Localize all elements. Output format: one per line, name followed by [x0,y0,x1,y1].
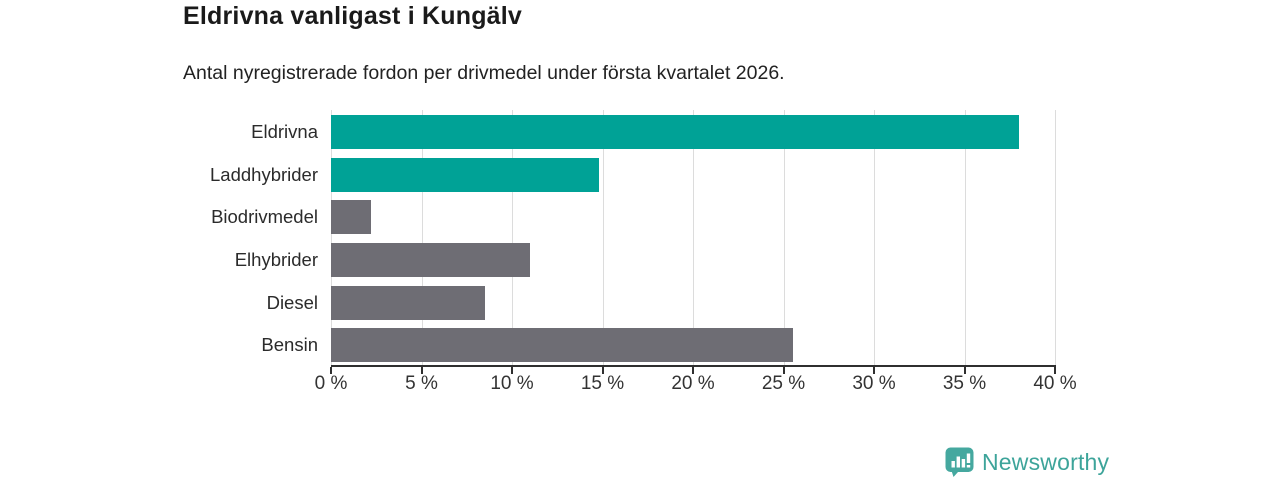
tick-label-35: 35 % [942,373,987,394]
bar-eldrivna [331,115,1019,149]
tick-label-0: 0 % [314,373,348,394]
bar-bensin [331,328,793,363]
chart-title: Eldrivna vanligast i Kungälv [183,2,523,30]
axis-tick-0 [330,367,332,374]
axis-tick-15 [601,367,604,374]
gridline-5 [421,110,423,366]
gridline-15 [602,110,604,366]
newsworthy-wordmark: Newsworthy [982,448,1110,475]
tick-label-15: 15 % [580,373,625,394]
bar-diesel [331,285,485,320]
bar-row: Elhybrider [235,239,1055,282]
gridline-35 [964,110,966,366]
gridline-25 [783,110,785,366]
x-axis-line [331,365,1056,367]
gridline-0 [331,110,332,366]
bar-biodrivmedel [331,200,371,235]
chart-subtitle: Antal nyregistrerade fordon per drivmede… [183,62,785,84]
axis-tick-35 [963,367,966,374]
bar-row: Diesel [267,282,1055,325]
bar-row: Laddhybrider [210,154,1055,197]
category-label: Diesel [266,291,318,313]
gridline-20 [693,110,694,366]
plot-area: Eldrivna Laddhybrider Biodrivmedel Elhybrid… [210,110,1056,367]
bar-row: Eldrivna [251,111,1055,154]
bar-row: Biodrivmedel [211,196,1055,239]
tick-label-20: 20 % [671,373,715,394]
tick-label-5: 5 % [405,373,438,394]
gridline-40 [1055,110,1056,366]
axis-tick-40 [1054,367,1056,374]
axis-tick-10 [511,367,513,374]
bar-elhybrider [331,243,531,277]
tick-label-40: 40 % [1033,373,1077,394]
category-label: Elhybrider [234,249,318,270]
category-label: Eldrivna [251,121,318,142]
axis-tick-20 [692,367,694,374]
bar-row: Bensin [261,324,1055,367]
category-label: Bensin [261,334,318,356]
axis-tick-30 [873,367,875,374]
category-label: Biodrivmedel [211,206,318,228]
tick-label-25: 25 % [761,373,806,394]
tick-label-10: 10 % [490,373,534,394]
axis-tick-25 [782,367,785,374]
bar-laddhybrider [331,157,599,192]
axis-tick-5 [420,367,423,374]
tick-label-30: 30 % [852,373,896,394]
category-label: Laddhybrider [210,163,318,185]
gridline-30 [874,110,875,366]
newsworthy-logo: Newsworthy [944,446,1109,478]
gridline-10 [512,110,513,366]
newsworthy-badge-bar-chart-icon [945,447,974,477]
